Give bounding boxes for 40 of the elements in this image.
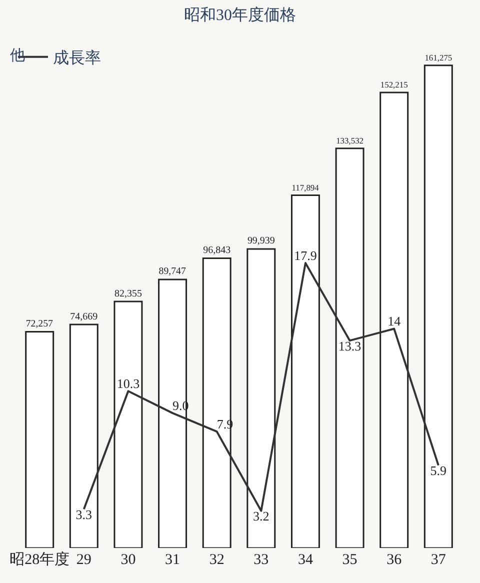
legend-label: 成長率 bbox=[53, 49, 101, 68]
x-tick-label: 31 bbox=[165, 552, 180, 568]
data-label: 17.9 bbox=[294, 248, 317, 263]
data-label: 10.3 bbox=[116, 376, 140, 391]
data-label: 99,939 bbox=[247, 236, 275, 247]
x-tick-label: 37 bbox=[430, 552, 446, 568]
data-label: 5.9 bbox=[430, 463, 447, 478]
data-label: 13.3 bbox=[338, 338, 362, 354]
data-label: 82,355 bbox=[114, 288, 142, 300]
data-label: 152,215 bbox=[380, 80, 408, 90]
data-label: 133,532 bbox=[336, 135, 364, 146]
x-tick-label: 33 bbox=[254, 552, 269, 568]
bar bbox=[424, 64, 453, 548]
bar bbox=[380, 92, 409, 548]
data-label: 89,747 bbox=[158, 266, 186, 278]
data-label: 96,843 bbox=[203, 244, 231, 256]
bar bbox=[246, 248, 276, 548]
x-tick-label: 35 bbox=[342, 552, 358, 568]
x-tick-label: 32 bbox=[209, 552, 224, 568]
x-tick-label: 36 bbox=[386, 552, 402, 568]
x-tick-label: 34 bbox=[298, 552, 314, 568]
bar bbox=[202, 257, 232, 548]
x-tick-label: 昭28年度 bbox=[10, 551, 70, 568]
data-label: 3.3 bbox=[76, 506, 92, 522]
data-label: 14 bbox=[388, 314, 402, 329]
text: 他 bbox=[10, 47, 25, 64]
bar bbox=[114, 300, 143, 548]
data-label: 3.2 bbox=[253, 508, 270, 524]
bar bbox=[69, 324, 98, 548]
x-tick-label: 29 bbox=[76, 552, 92, 568]
data-label: 117,894 bbox=[292, 182, 320, 192]
x-tick-label: 30 bbox=[120, 552, 136, 568]
data-label: 161,275 bbox=[424, 52, 452, 62]
bar bbox=[25, 331, 54, 548]
data-label: 72,257 bbox=[26, 318, 54, 330]
bar bbox=[290, 194, 320, 548]
data-label: 74,669 bbox=[70, 311, 98, 322]
bar bbox=[158, 278, 188, 548]
chart-title: 昭和30年度価格 bbox=[184, 6, 296, 24]
bar bbox=[335, 148, 364, 548]
